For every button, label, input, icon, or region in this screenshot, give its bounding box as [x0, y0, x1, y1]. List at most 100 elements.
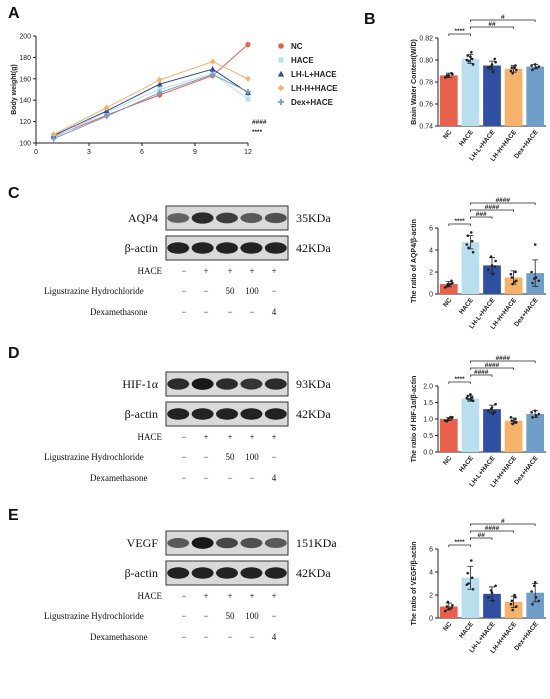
- bar: [461, 58, 480, 126]
- blot-band: [167, 567, 190, 579]
- data-point: [470, 57, 474, 61]
- data-point: [509, 272, 513, 276]
- series-line: [53, 68, 249, 136]
- data-point: [509, 69, 513, 73]
- data-point: [450, 279, 453, 283]
- data-point: [537, 599, 541, 603]
- data-point: [509, 602, 513, 606]
- data-point: [533, 584, 536, 588]
- condition-label: Dexamethasone: [90, 307, 147, 317]
- data-point: [530, 270, 533, 274]
- blot-band: [240, 537, 263, 549]
- data-point: [245, 89, 251, 95]
- error-bar: [532, 259, 539, 287]
- legend-marker: [278, 99, 284, 105]
- data-point: [209, 58, 216, 65]
- data-point: [515, 605, 518, 608]
- condition-value: −: [249, 307, 254, 317]
- data-point: [537, 65, 541, 68]
- data-point: [531, 602, 534, 606]
- data-point: [466, 394, 470, 398]
- data-point: [245, 75, 251, 82]
- y-tick-label: 160: [19, 76, 31, 83]
- y-tick-label: 140: [19, 98, 31, 105]
- condition-value: −: [203, 307, 208, 317]
- data-point: [533, 409, 537, 413]
- panel-letter-b: B: [364, 11, 376, 28]
- data-point: [487, 596, 490, 599]
- data-point: [511, 71, 514, 75]
- data-point: [513, 420, 516, 423]
- y-tick-label: 4: [429, 248, 433, 255]
- series-line: [53, 44, 249, 138]
- significance-bracket: [470, 19, 536, 22]
- condition-value: −: [249, 632, 254, 642]
- y-tick-label: 120: [19, 119, 31, 126]
- data-point: [467, 246, 470, 250]
- condition-value: +: [249, 266, 254, 276]
- significance-label: ##: [488, 21, 496, 28]
- legend-label: LH-H+HACE: [291, 84, 338, 93]
- data-point: [511, 282, 514, 286]
- y-tick-label: 0.74: [419, 124, 433, 131]
- significance-bracket: [448, 381, 471, 384]
- significance-bracket: [470, 523, 536, 526]
- legend-marker: [278, 43, 284, 49]
- y-axis-label: Brain Water Content(W/D): [411, 39, 418, 125]
- condition-label: Ligustrazine Hydrochloride: [44, 611, 144, 621]
- condition-label: HACE: [138, 432, 163, 442]
- data-point: [445, 420, 449, 423]
- data-point: [245, 41, 251, 48]
- data-point: [487, 409, 490, 413]
- data-point: [491, 272, 495, 276]
- data-point: [510, 599, 514, 603]
- data-point: [209, 66, 216, 72]
- blot-band: [264, 242, 287, 254]
- loading-control-label: β-actin: [125, 566, 158, 580]
- bar: [504, 420, 523, 452]
- data-point: [533, 277, 536, 280]
- data-point: [533, 581, 537, 584]
- data-point: [513, 280, 516, 284]
- blot-band: [240, 408, 263, 420]
- y-axis-label: The ratio of VEGF/β-actin: [411, 542, 418, 626]
- significance-bracket: [470, 216, 493, 219]
- data-point: [490, 63, 494, 66]
- data-point: [470, 396, 474, 399]
- condition-value: −: [181, 591, 186, 601]
- molecular-weight-label: 151KDa: [296, 536, 337, 550]
- molecular-weight-label: 93KDa: [296, 377, 331, 391]
- data-point: [470, 239, 474, 243]
- significance-label: ####: [485, 362, 500, 369]
- data-point: [465, 58, 469, 62]
- significance-label: #: [501, 14, 505, 21]
- condition-value: −: [181, 473, 186, 483]
- legend-label: NC: [291, 42, 303, 51]
- data-point: [511, 608, 514, 612]
- panel-letter-e: E: [8, 507, 19, 524]
- condition-label: Ligustrazine Hydrochloride: [44, 452, 144, 462]
- blot-band: [216, 378, 238, 390]
- data-point: [494, 402, 497, 406]
- blot-band: [167, 242, 190, 254]
- data-point: [470, 398, 473, 402]
- y-tick-label: 0.80: [419, 58, 433, 65]
- data-point: [511, 422, 514, 426]
- condition-value: +: [227, 432, 232, 442]
- x-tick-label: 0: [34, 149, 38, 156]
- condition-value: −: [271, 611, 276, 621]
- data-point: [443, 609, 447, 613]
- blot-band: [240, 213, 263, 223]
- blot-band: [216, 567, 238, 579]
- y-tick-label: 2: [429, 593, 433, 600]
- significance-bracket: [470, 374, 493, 377]
- significance-label: ####: [474, 369, 489, 376]
- significance-label: ****: [455, 539, 466, 546]
- x-tick-label: 12: [244, 149, 252, 156]
- data-point: [530, 590, 533, 593]
- data-point: [469, 392, 472, 396]
- blot-band: [191, 212, 214, 224]
